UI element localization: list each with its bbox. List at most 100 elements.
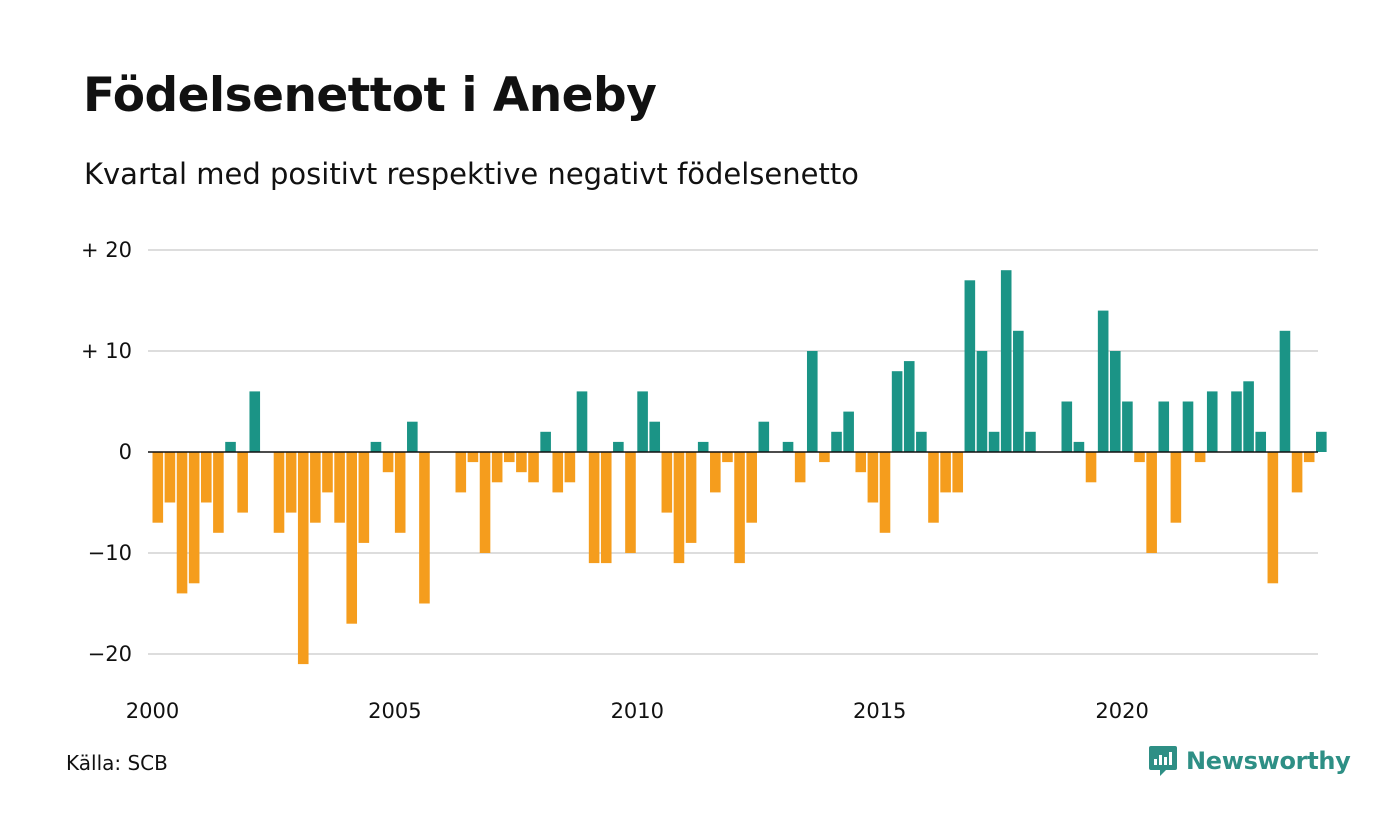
brand-logo[interactable]: Newsworthy [1148,744,1351,778]
bar-2011-k3 [710,452,721,493]
bar-2001-k1 [200,452,212,503]
bar-2013-k1 [782,441,794,452]
bar-2015-k1 [879,452,891,533]
bar-2001-k4 [237,452,248,513]
bar-2000-k3 [176,452,188,594]
bar-2016-k3 [952,452,964,493]
bar-2005-k3 [419,452,430,604]
bar-2012-k1 [734,452,745,564]
bar-2021-k1 [1170,452,1182,523]
bar-2007-k2 [503,452,515,463]
bar-chart: + 20 + 10 0 −10 −20 2000 2005 2010 2015 2020 [81,238,1327,723]
bar-2012-k2 [746,452,757,523]
bar-2003-k2 [310,452,321,523]
bar-2012-k3 [758,421,770,452]
bar-2016-k2 [940,452,951,493]
bar-2020-k1 [1122,401,1133,452]
bar-2022-k2 [1231,391,1242,452]
bar-2020-k2 [1134,452,1145,463]
bar-2013-k2 [794,452,806,483]
bar-2011-k1 [685,452,697,543]
bar-2019-k3 [1097,310,1109,452]
y-axis-ticks: + 20 + 10 0 −10 −20 [81,238,132,666]
x-tick-label: 2010 [611,699,664,723]
bar-2021-k4 [1206,391,1218,452]
bar-2014-k4 [867,452,879,503]
bar-2011-k2 [697,441,709,452]
bar-2021-k2 [1182,401,1194,452]
bar-2010-k4 [673,452,685,564]
bar-2005-k1 [394,452,406,533]
bar-2000-k1 [152,452,164,523]
bar-2008-k2 [552,452,564,493]
x-tick-label: 2015 [853,699,906,723]
bar-2020-k3 [1146,452,1157,553]
bar-2015-k2 [891,371,903,452]
bar-2016-k4 [964,280,976,452]
x-axis-ticks: 2000 2005 2010 2015 2020 [126,699,1149,723]
bar-2019-k4 [1109,351,1121,452]
bar-2022-k4 [1255,431,1267,452]
bar-2017-k2 [988,431,1000,452]
y-tick-label: −20 [88,642,132,666]
bar-2006-k4 [479,452,491,553]
chart-title: Födelsenettot i Aneby [83,68,657,123]
bar-2014-k1 [831,431,842,452]
bar-2009-k4 [625,452,636,553]
bar-2023-k3 [1291,452,1303,493]
bar-2007-k1 [491,452,503,483]
y-tick-label: + 20 [81,238,132,262]
bar-2015-k4 [916,431,927,452]
bar-2013-k4 [819,452,830,463]
bar-2011-k4 [722,452,733,463]
bar-2002-k3 [273,452,285,533]
brand-name: Newsworthy [1186,747,1351,775]
y-tick-label: 0 [119,440,132,464]
bar-2014-k3 [855,452,867,473]
bar-2009-k1 [588,452,600,564]
bar-2016-k1 [928,452,939,523]
bar-2024-k1 [1316,431,1327,452]
bar-2006-k3 [467,452,479,463]
bar-2009-k3 [613,441,624,452]
bar-2009-k2 [600,452,612,564]
newsworthy-logo-icon [1149,746,1177,776]
x-tick-label: 2000 [126,699,179,723]
bar-2019-k1 [1073,441,1085,452]
bar-2004-k3 [370,441,382,452]
bar-2002-k1 [249,391,261,452]
bar-2002-k4 [285,452,297,513]
x-tick-label: 2020 [1095,699,1148,723]
bar-2019-k2 [1085,452,1097,483]
bar-2023-k2 [1279,330,1291,452]
bar-2008-k1 [540,431,551,452]
bar-2001-k3 [225,441,236,452]
bar-2014-k2 [843,411,854,452]
bars [152,270,1327,665]
bar-2017-k1 [976,351,988,452]
bar-2017-k3 [1000,270,1012,452]
bar-2000-k2 [164,452,176,503]
chart-subtitle: Kvartal med positivt respektive negativt… [84,157,859,191]
bar-2003-k1 [297,452,309,665]
bar-2008-k4 [576,391,588,452]
bar-2005-k2 [407,421,418,452]
grid-lines [148,249,1318,655]
y-tick-label: + 10 [81,339,132,363]
bar-2008-k3 [564,452,576,483]
bar-2022-k3 [1243,381,1254,452]
source-note: Källa: SCB [66,751,168,775]
bar-2004-k2 [358,452,370,543]
bar-2023-k4 [1303,452,1315,463]
bar-2004-k1 [346,452,358,624]
bar-2006-k2 [455,452,467,493]
bar-2017-k4 [1013,330,1024,452]
bar-2001-k2 [213,452,224,533]
bar-2007-k3 [516,452,527,473]
y-tick-label: −10 [88,541,132,565]
bar-2015-k3 [903,361,915,452]
bar-2010-k1 [637,391,648,452]
bar-2007-k4 [528,452,539,483]
x-tick-label: 2005 [368,699,421,723]
bar-2023-k1 [1267,452,1279,584]
